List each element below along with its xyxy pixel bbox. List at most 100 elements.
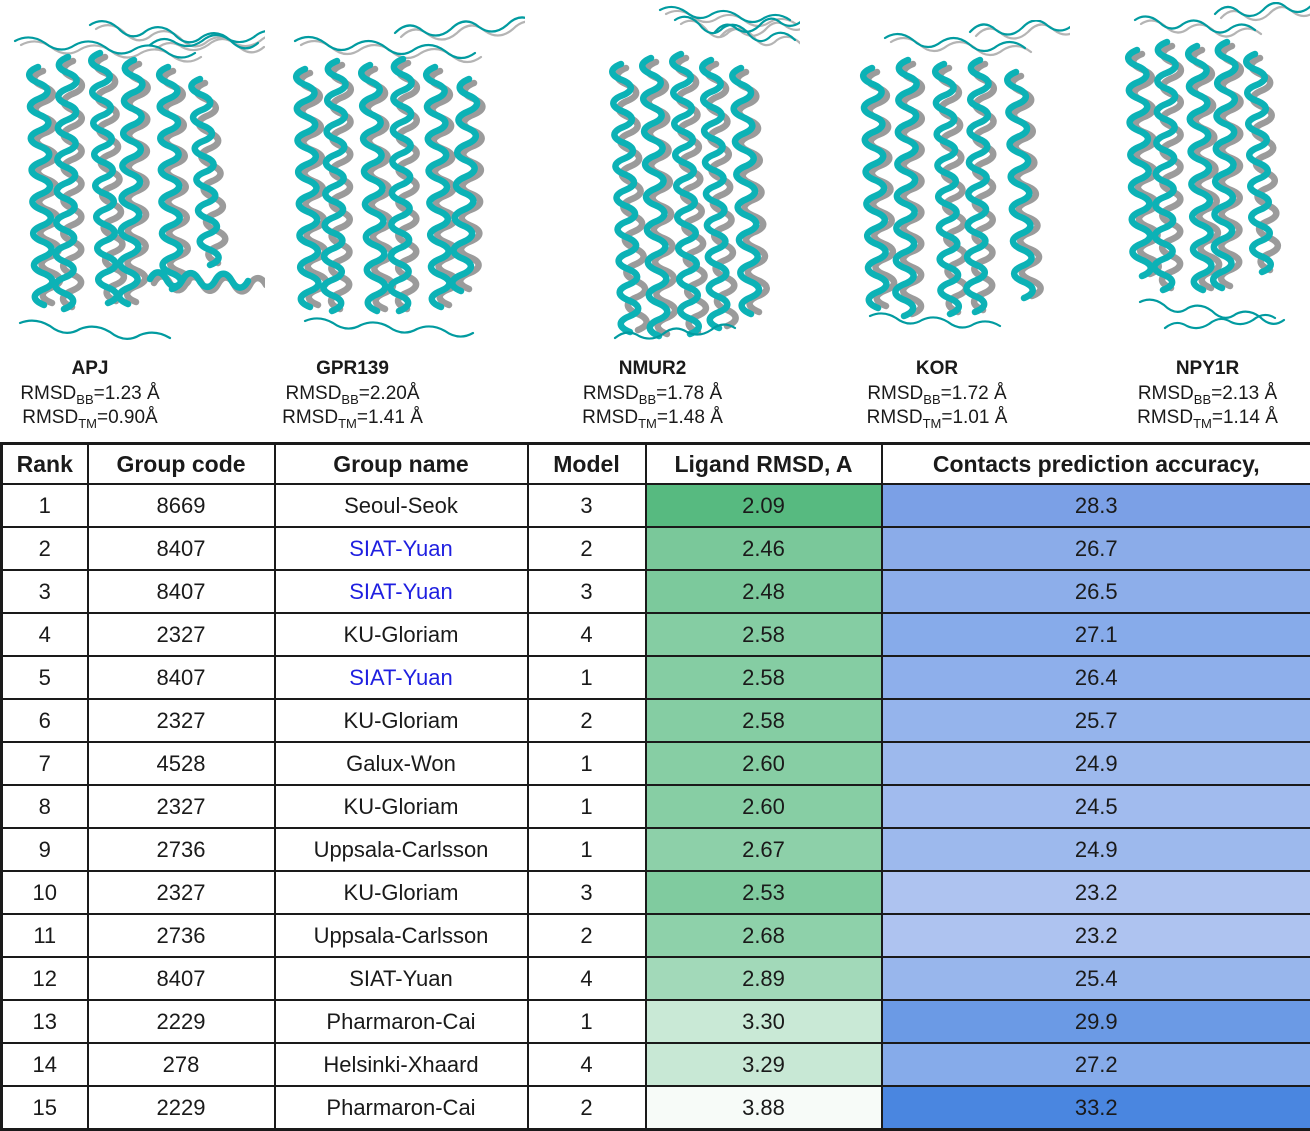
rmsd-line: RMSDTM=1.48 Å bbox=[545, 406, 760, 431]
rank-cell: 14 bbox=[2, 1043, 88, 1086]
group-name-cell: Galux-Won bbox=[275, 742, 528, 785]
rmsd-line: RMSDBB=2.20Å bbox=[245, 382, 460, 407]
rmsd-subscript: BB bbox=[1194, 391, 1211, 406]
accuracy-cell: 27.2 bbox=[882, 1043, 1310, 1086]
group-code-cell: 8407 bbox=[88, 957, 275, 1000]
rmsd-label: RMSD bbox=[285, 383, 341, 404]
accuracy-cell: 27.1 bbox=[882, 613, 1310, 656]
group-code-cell: 2327 bbox=[88, 613, 275, 656]
ligand-rmsd-cell: 2.68 bbox=[646, 914, 882, 957]
group-code-cell: 2736 bbox=[88, 828, 275, 871]
rmsd-line: RMSDTM=1.41 Å bbox=[245, 406, 460, 431]
group-code-cell: 8407 bbox=[88, 656, 275, 699]
protein-structure-kor bbox=[830, 20, 1070, 350]
ligand-rmsd-cell: 2.53 bbox=[646, 871, 882, 914]
protein-structure-gpr139 bbox=[275, 15, 525, 347]
protein-name: NPY1R bbox=[1100, 357, 1310, 382]
ribbon-path bbox=[870, 313, 1000, 327]
accuracy-cell: 24.9 bbox=[882, 828, 1310, 871]
rmsd-value: =1.48 Å bbox=[657, 407, 723, 428]
rmsd-subscript: BB bbox=[341, 391, 358, 406]
rank-cell: 4 bbox=[2, 613, 88, 656]
model-cell: 3 bbox=[528, 484, 646, 527]
group-code-cell: 278 bbox=[88, 1043, 275, 1086]
group-name-cell: KU-Gloriam bbox=[275, 871, 528, 914]
ligand-rmsd-cell: 2.09 bbox=[646, 484, 882, 527]
rank-cell: 6 bbox=[2, 699, 88, 742]
group-code-cell: 2327 bbox=[88, 785, 275, 828]
model-cell: 1 bbox=[528, 656, 646, 699]
accuracy-cell: 26.4 bbox=[882, 656, 1310, 699]
rmsd-label: RMSD bbox=[1137, 407, 1193, 428]
column-header-group-name: Group name bbox=[275, 444, 528, 485]
ligand-rmsd-cell: 2.48 bbox=[646, 570, 882, 613]
rmsd-subscript: TM bbox=[78, 416, 97, 431]
rmsd-label: RMSD bbox=[282, 407, 338, 428]
ribbon-path bbox=[20, 321, 170, 339]
ligand-rmsd-cell: 2.46 bbox=[646, 527, 882, 570]
rank-cell: 5 bbox=[2, 656, 88, 699]
rmsd-value: =1.78 Å bbox=[656, 383, 722, 404]
rank-cell: 1 bbox=[2, 484, 88, 527]
group-name-cell: SIAT-Yuan bbox=[275, 656, 528, 699]
ligand-rmsd-cell: 3.29 bbox=[646, 1043, 882, 1086]
accuracy-cell: 23.2 bbox=[882, 871, 1310, 914]
group-name-cell: SIAT-Yuan bbox=[275, 957, 528, 1000]
ribbon-path bbox=[1140, 300, 1284, 324]
accuracy-cell: 23.2 bbox=[882, 914, 1310, 957]
rank-cell: 15 bbox=[2, 1086, 88, 1130]
rmsd-subscript: TM bbox=[638, 416, 657, 431]
rank-cell: 7 bbox=[2, 742, 88, 785]
model-cell: 2 bbox=[528, 699, 646, 742]
rmsd-line: RMSDTM=1.01 Å bbox=[828, 406, 1046, 431]
accuracy-cell: 25.4 bbox=[882, 957, 1310, 1000]
accuracy-cell: 29.9 bbox=[882, 1000, 1310, 1043]
protein-name: NMUR2 bbox=[545, 357, 760, 382]
rmsd-value: =1.01 Å bbox=[941, 407, 1007, 428]
rmsd-value: =0.90Å bbox=[97, 407, 158, 428]
model-cell: 3 bbox=[528, 871, 646, 914]
column-header-rank: Rank bbox=[2, 444, 88, 485]
ribbon-path bbox=[295, 37, 475, 58]
group-name-cell: KU-Gloriam bbox=[275, 613, 528, 656]
model-cell: 4 bbox=[528, 613, 646, 656]
ligand-rmsd-cell: 2.67 bbox=[646, 828, 882, 871]
rmsd-subscript: TM bbox=[1193, 416, 1212, 431]
group-code-cell: 8407 bbox=[88, 570, 275, 613]
group-name-cell: Seoul-Seok bbox=[275, 484, 528, 527]
accuracy-cell: 25.7 bbox=[882, 699, 1310, 742]
rank-cell: 2 bbox=[2, 527, 88, 570]
rank-cell: 8 bbox=[2, 785, 88, 828]
rmsd-label: RMSD bbox=[583, 383, 639, 404]
protein-structure-apj bbox=[0, 5, 265, 353]
accuracy-cell: 26.5 bbox=[882, 570, 1310, 613]
column-header-model: Model bbox=[528, 444, 646, 485]
model-cell: 2 bbox=[528, 1086, 646, 1130]
rank-cell: 11 bbox=[2, 914, 88, 957]
group-code-cell: 2327 bbox=[88, 871, 275, 914]
rmsd-label: RMSD bbox=[867, 383, 923, 404]
rmsd-label: RMSD bbox=[20, 383, 76, 404]
rank-cell: 13 bbox=[2, 1000, 88, 1043]
group-name-cell: SIAT-Yuan bbox=[275, 570, 528, 613]
model-cell: 1 bbox=[528, 828, 646, 871]
ligand-rmsd-cell: 2.58 bbox=[646, 699, 882, 742]
column-header-group-code: Group code bbox=[88, 444, 275, 485]
model-cell: 3 bbox=[528, 570, 646, 613]
protein-figure-strip bbox=[0, 0, 1310, 356]
